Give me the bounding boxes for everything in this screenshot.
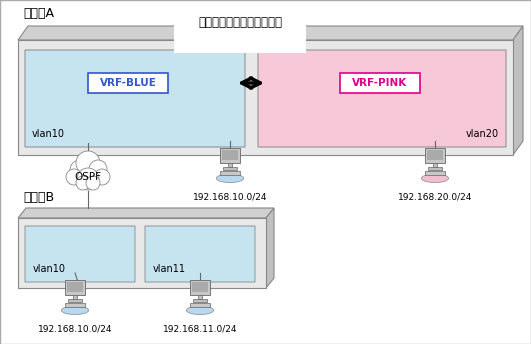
Polygon shape — [193, 299, 207, 302]
Circle shape — [66, 169, 82, 185]
Polygon shape — [425, 148, 445, 163]
Polygon shape — [425, 171, 445, 175]
Text: 192.168.10.0/24: 192.168.10.0/24 — [193, 193, 267, 202]
Polygon shape — [428, 167, 442, 170]
Polygon shape — [18, 40, 513, 155]
Polygon shape — [65, 280, 85, 295]
Polygon shape — [88, 73, 168, 93]
Text: 192.168.20.0/24: 192.168.20.0/24 — [398, 193, 472, 202]
Polygon shape — [67, 282, 83, 292]
Text: VRF-PINK: VRF-PINK — [353, 78, 408, 88]
Text: VRF-BLUE: VRF-BLUE — [100, 78, 157, 88]
Text: スタティックルーティング: スタティックルーティング — [198, 17, 282, 30]
Circle shape — [94, 169, 110, 185]
Circle shape — [77, 168, 99, 190]
Polygon shape — [190, 303, 210, 307]
FancyBboxPatch shape — [258, 50, 506, 147]
Polygon shape — [190, 280, 210, 295]
Polygon shape — [220, 148, 240, 163]
Ellipse shape — [422, 174, 449, 183]
Polygon shape — [18, 218, 266, 288]
Circle shape — [76, 151, 100, 175]
Polygon shape — [340, 73, 420, 93]
Text: ルータB: ルータB — [23, 191, 54, 204]
Polygon shape — [433, 163, 436, 167]
Ellipse shape — [186, 306, 213, 314]
Polygon shape — [223, 167, 237, 170]
Text: vlan20: vlan20 — [466, 129, 499, 139]
Text: vlan10: vlan10 — [32, 129, 65, 139]
Polygon shape — [427, 150, 443, 160]
Ellipse shape — [62, 306, 89, 314]
Polygon shape — [18, 208, 274, 218]
FancyBboxPatch shape — [25, 226, 135, 282]
Polygon shape — [222, 150, 238, 160]
Polygon shape — [198, 295, 202, 299]
Circle shape — [76, 176, 90, 190]
Text: vlan11: vlan11 — [153, 264, 186, 274]
Polygon shape — [68, 299, 82, 302]
Polygon shape — [220, 171, 240, 175]
Text: OSPF: OSPF — [74, 172, 101, 182]
Text: 192.168.10.0/24: 192.168.10.0/24 — [38, 325, 112, 334]
Ellipse shape — [217, 174, 244, 183]
Polygon shape — [228, 163, 232, 167]
FancyBboxPatch shape — [25, 50, 245, 147]
Polygon shape — [266, 208, 274, 288]
Polygon shape — [73, 295, 76, 299]
Polygon shape — [65, 303, 85, 307]
Circle shape — [86, 176, 100, 190]
Polygon shape — [192, 282, 208, 292]
Polygon shape — [18, 26, 523, 40]
Text: vlan10: vlan10 — [33, 264, 66, 274]
Circle shape — [89, 160, 107, 178]
Text: ルータA: ルータA — [23, 7, 54, 20]
Circle shape — [70, 160, 90, 180]
FancyBboxPatch shape — [145, 226, 255, 282]
Text: 192.168.11.0/24: 192.168.11.0/24 — [162, 325, 237, 334]
Polygon shape — [513, 26, 523, 155]
